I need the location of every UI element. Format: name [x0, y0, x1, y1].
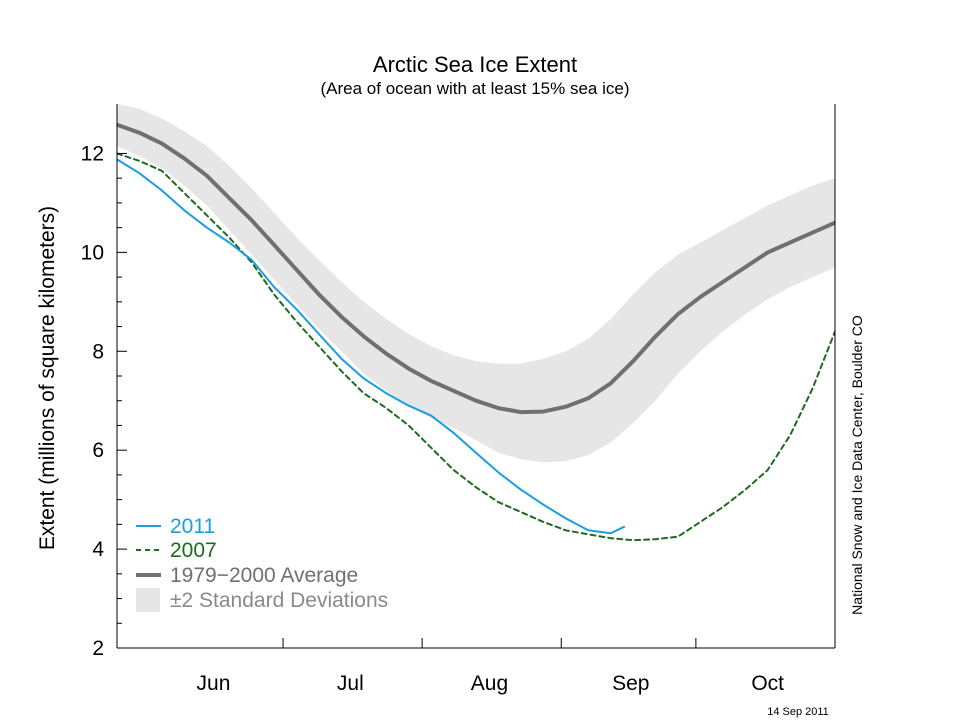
x-tick-label: Oct: [751, 672, 784, 695]
date-stamp: 14 Sep 2011: [767, 706, 829, 718]
plot-area: [117, 104, 835, 542]
series-line-s2007: [117, 152, 835, 542]
legend-label-s2011: 2011: [170, 515, 215, 538]
legend-swatch-band: [136, 588, 160, 612]
x-tick-label: Aug: [471, 672, 508, 695]
axes: 2 4 6 8 10 12 Jun Jul Aug Sep Oct: [81, 104, 836, 695]
legend-label-avg: 1979−2000 Average: [170, 564, 358, 587]
y-tick-label: 2: [92, 637, 104, 660]
x-tick-label: Sep: [612, 672, 649, 695]
x-tick-label: Jun: [197, 672, 231, 695]
series-line-s2011: [117, 158, 626, 535]
y-tick-label: 12: [81, 142, 104, 165]
y-tick-label: 4: [92, 538, 104, 561]
series-line-avg: [117, 122, 835, 415]
y-tick-label: 6: [92, 439, 104, 462]
y-tick-label: 8: [92, 340, 104, 363]
chart-title: Arctic Sea Ice Extent: [373, 52, 577, 77]
legend-label-band: ±2 Standard Deviations: [170, 589, 388, 612]
x-tick-label: Jul: [337, 672, 364, 695]
y-tick-label: 10: [81, 241, 104, 264]
y-axis-label: Extent (millions of square kilometers): [36, 206, 59, 550]
legend-label-s2007: 2007: [170, 539, 217, 562]
std-dev-band: [117, 104, 835, 463]
credit-text: National Snow and Ice Data Center, Bould…: [849, 315, 865, 615]
chart-subtitle: (Area of ocean with at least 15% sea ice…: [321, 79, 630, 98]
